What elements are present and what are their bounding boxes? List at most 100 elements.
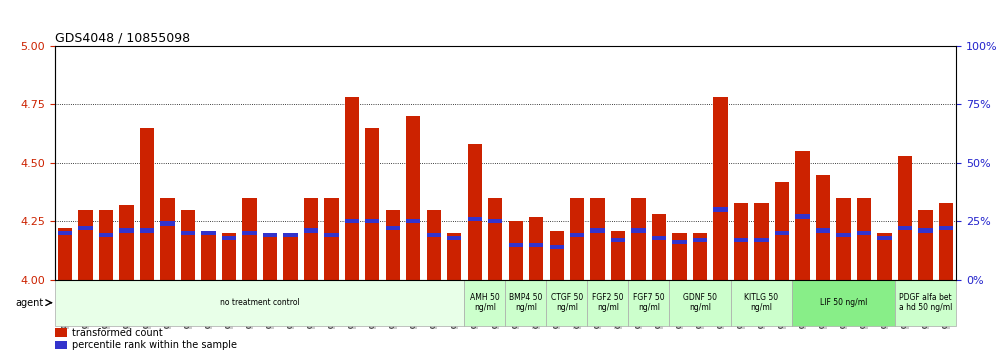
Bar (488, 198, 502, 280)
Bar (467, 144, 482, 280)
Text: PDGF alfa bet
a hd 50 ng/ml: PDGF alfa bet a hd 50 ng/ml (898, 293, 952, 312)
Bar (509, 242, 523, 247)
Bar (201, 231, 215, 235)
Bar (263, 233, 277, 238)
Bar (837, 198, 851, 280)
Bar (918, 228, 932, 233)
Text: LIF 50 ng/ml: LIF 50 ng/ml (820, 298, 868, 307)
Bar (816, 228, 831, 233)
Text: CTGF 50
ng/ml: CTGF 50 ng/ml (551, 293, 583, 312)
Bar (180, 210, 195, 280)
Bar (366, 219, 379, 223)
Bar (406, 219, 420, 223)
Bar (263, 233, 277, 280)
Bar (426, 233, 441, 238)
Bar (55, 341, 68, 349)
Bar (857, 198, 872, 280)
Bar (897, 226, 912, 230)
Bar (488, 219, 502, 223)
Bar (58, 231, 72, 235)
Bar (529, 242, 544, 247)
Text: AMH 50
ng/ml: AMH 50 ng/ml (470, 293, 500, 312)
Bar (611, 230, 625, 280)
Bar (877, 235, 891, 240)
Text: agent: agent (16, 298, 44, 308)
Bar (345, 219, 359, 223)
Bar (939, 202, 953, 280)
Bar (79, 210, 93, 280)
Text: percentile rank within the sample: percentile rank within the sample (72, 340, 237, 350)
Bar (796, 215, 810, 219)
Bar (877, 233, 891, 280)
Bar (385, 226, 400, 230)
Bar (672, 233, 687, 280)
Bar (754, 202, 769, 280)
Bar (550, 230, 564, 280)
Bar (897, 156, 912, 280)
Bar (79, 226, 93, 230)
Bar (631, 198, 645, 280)
Bar (669, 280, 731, 326)
Bar (345, 97, 359, 280)
Bar (570, 233, 585, 238)
Text: KITLG 50
ng/ml: KITLG 50 ng/ml (744, 293, 779, 312)
Bar (628, 280, 669, 326)
Bar (529, 217, 544, 280)
Bar (283, 233, 298, 238)
Bar (713, 97, 728, 280)
Bar (139, 228, 154, 233)
Text: no treatment control: no treatment control (220, 298, 300, 307)
Bar (242, 231, 257, 235)
Bar (631, 228, 645, 233)
Bar (464, 280, 505, 326)
Bar (775, 231, 789, 235)
Bar (406, 116, 420, 280)
Bar (201, 230, 215, 280)
Bar (304, 198, 318, 280)
Text: BMP4 50
ng/ml: BMP4 50 ng/ml (509, 293, 543, 312)
Bar (324, 198, 339, 280)
Bar (58, 228, 72, 280)
Bar (222, 235, 236, 240)
Bar (509, 221, 523, 280)
Bar (467, 217, 482, 221)
Bar (734, 238, 748, 242)
Bar (591, 198, 605, 280)
Bar (857, 231, 872, 235)
Text: GDS4048 / 10855098: GDS4048 / 10855098 (55, 32, 190, 45)
Bar (324, 233, 339, 238)
Text: GDNF 50
ng/ml: GDNF 50 ng/ml (683, 293, 717, 312)
Bar (550, 245, 564, 249)
Bar (693, 233, 707, 280)
Bar (672, 240, 687, 244)
Bar (283, 233, 298, 280)
Bar (693, 238, 707, 242)
Bar (139, 128, 154, 280)
Bar (242, 198, 257, 280)
Bar (713, 207, 728, 212)
Bar (611, 238, 625, 242)
Bar (180, 231, 195, 235)
Bar (426, 210, 441, 280)
Bar (588, 280, 628, 326)
Bar (120, 205, 133, 280)
Bar (591, 228, 605, 233)
Bar (837, 233, 851, 238)
Text: transformed count: transformed count (72, 327, 163, 338)
Text: FGF2 50
ng/ml: FGF2 50 ng/ml (593, 293, 623, 312)
Bar (55, 328, 68, 337)
Bar (160, 222, 174, 226)
Bar (731, 280, 792, 326)
Bar (505, 280, 547, 326)
Bar (547, 280, 588, 326)
Bar (160, 198, 174, 280)
Bar (792, 280, 894, 326)
Bar (652, 235, 666, 240)
Text: FGF7 50
ng/ml: FGF7 50 ng/ml (633, 293, 664, 312)
Bar (447, 233, 461, 280)
Bar (652, 214, 666, 280)
Bar (366, 128, 379, 280)
Bar (222, 233, 236, 280)
Bar (734, 202, 748, 280)
Bar (99, 210, 114, 280)
